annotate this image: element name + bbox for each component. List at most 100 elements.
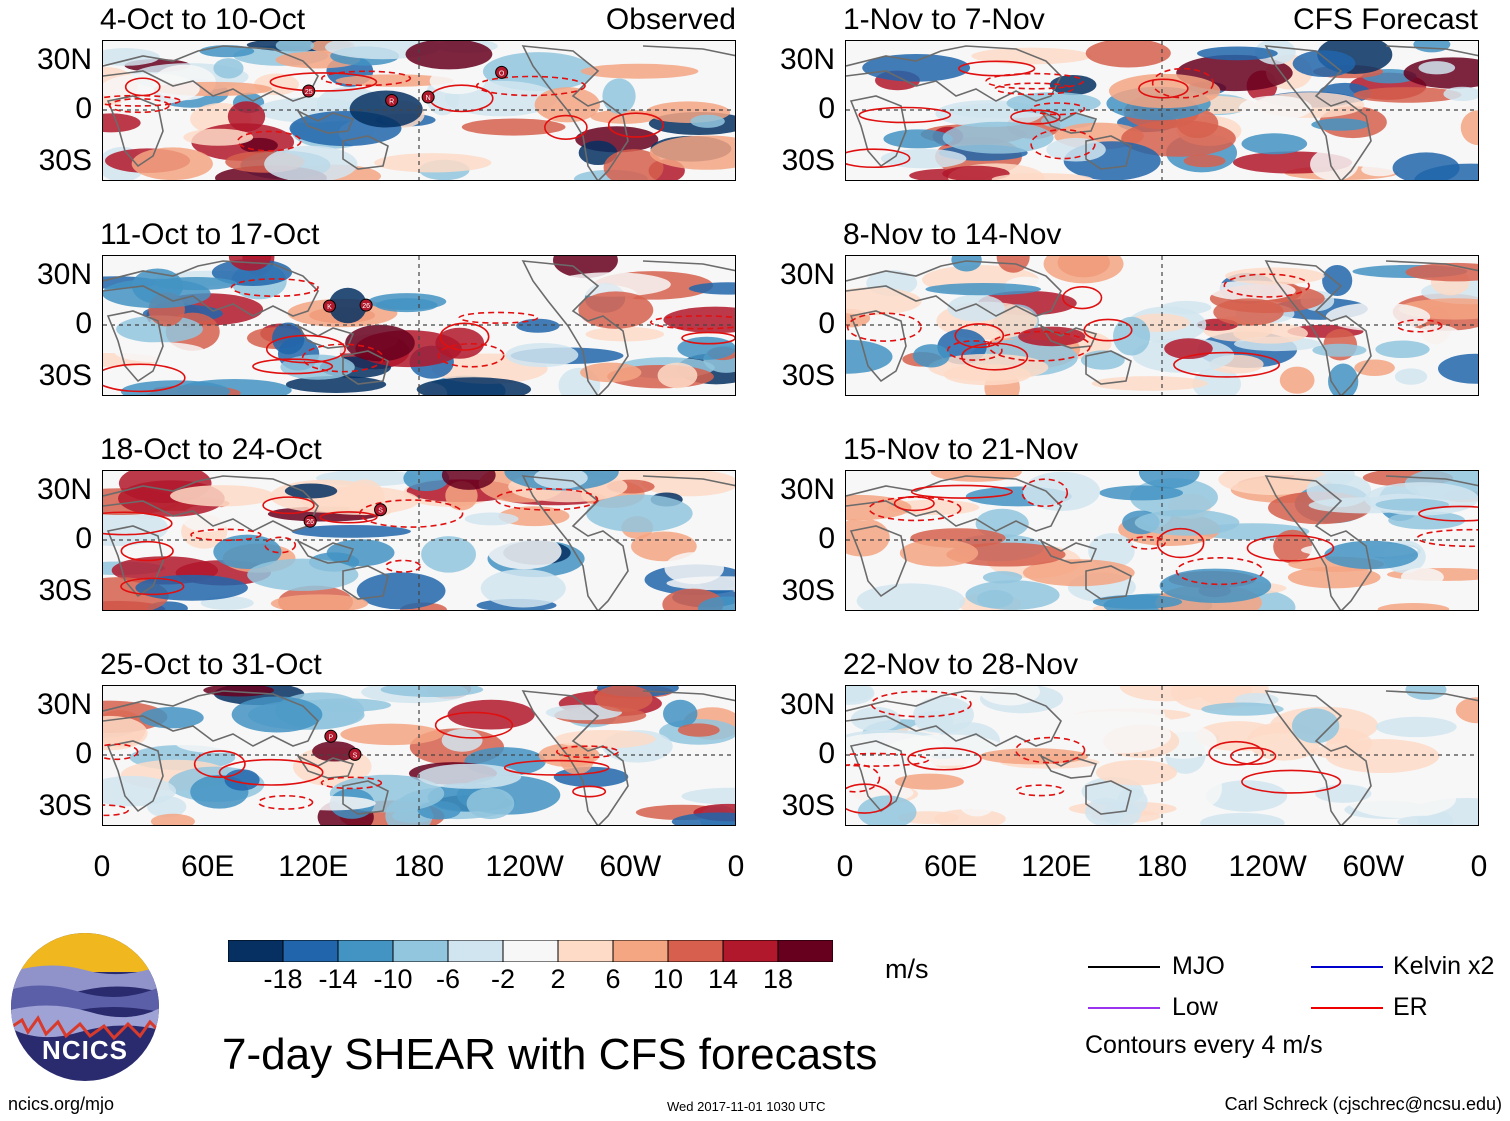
shear-blob — [170, 485, 275, 507]
er-contour — [265, 334, 346, 364]
contour-note: Contours every 4 m/s — [1085, 1031, 1323, 1059]
x-label-left-6: 0 — [727, 850, 745, 883]
shear-blob — [602, 78, 636, 114]
shear-blob — [551, 272, 671, 297]
coastline — [106, 740, 164, 813]
x-label-right-2: 120E — [1021, 850, 1092, 883]
y-label-right-2-1: 0 — [818, 307, 835, 340]
er-contour — [103, 94, 181, 107]
shear-blob — [416, 377, 532, 395]
er-contour — [1030, 128, 1096, 160]
shear-blob — [1400, 567, 1444, 587]
er-contour — [120, 577, 185, 596]
shear-blob — [103, 48, 160, 66]
er-contour — [193, 750, 246, 778]
shear-blob — [1311, 118, 1369, 131]
shear-blob — [1108, 73, 1221, 109]
colorbar-swatch-6 — [557, 939, 614, 963]
shear-blob — [1099, 485, 1184, 501]
shear-blob — [505, 343, 579, 368]
coastline — [1385, 260, 1478, 272]
shear-blob — [328, 287, 367, 324]
shear-blob — [1353, 87, 1462, 103]
er-contour — [893, 495, 935, 512]
shear-blob — [270, 594, 369, 610]
storm-marker: 25 — [302, 84, 316, 98]
colorbar-swatch-0 — [227, 939, 284, 963]
y-label-right-3-2: 30S — [781, 574, 835, 607]
storm-marker-symbol — [322, 299, 336, 313]
shear-blob — [1361, 162, 1398, 177]
shear-blob — [856, 583, 966, 610]
shear-field-left-1: 25 R N O — [103, 41, 735, 180]
shear-blob — [887, 499, 980, 516]
er-contour — [907, 747, 982, 771]
coastline — [103, 475, 319, 532]
shear-blob — [1324, 540, 1419, 570]
shear-blob — [417, 763, 522, 789]
shear-blob — [1292, 50, 1356, 77]
coastline — [521, 690, 629, 825]
coastline — [1385, 475, 1478, 487]
shear-blob — [174, 731, 254, 753]
er-contour — [384, 559, 421, 573]
shear-blob — [679, 753, 726, 772]
map-panel-right-1 — [845, 40, 1479, 181]
storm-marker-symbol — [303, 514, 317, 528]
coastline — [642, 475, 735, 487]
shear-blob — [1238, 95, 1312, 121]
shear-blob — [405, 41, 493, 70]
er-contour — [1015, 736, 1086, 764]
shear-blob — [1189, 770, 1222, 807]
shear-blob — [912, 344, 950, 368]
coastline — [342, 565, 389, 600]
er-contour — [1151, 67, 1214, 99]
y-label-left-4-0: 30N — [36, 688, 92, 721]
shear-blob — [925, 283, 1042, 296]
er-contour — [1208, 740, 1264, 766]
er-contour — [190, 528, 262, 542]
shear-blob — [886, 734, 1007, 766]
coastline — [1264, 475, 1372, 610]
y-label-right-3-0: 30N — [779, 473, 835, 506]
x-label-left-5: 60W — [599, 850, 662, 883]
map-panel-left-3: 26 S — [102, 470, 736, 611]
ncics-logo: NCICS — [10, 932, 160, 1082]
coastline — [521, 475, 629, 610]
shear-blob — [1113, 316, 1151, 356]
shear-blob — [1241, 133, 1308, 155]
colorbar-tick-0: -18 — [263, 964, 303, 994]
y-label-right-1-1: 0 — [818, 92, 835, 125]
shear-blob — [947, 294, 1005, 322]
storm-marker: 26 — [359, 298, 373, 312]
shear-blob — [1346, 780, 1457, 818]
panel-title-right-2: 8-Nov to 14-Nov — [843, 218, 1062, 251]
er-contour — [494, 487, 599, 511]
shear-blob — [1116, 788, 1148, 815]
shear-blob — [1022, 471, 1101, 512]
shear-blob — [304, 256, 371, 272]
storm-marker: O — [495, 65, 509, 79]
shear-blob — [534, 87, 601, 123]
shear-blob — [1046, 137, 1106, 162]
shear-blob — [671, 812, 735, 825]
shear-blob — [403, 471, 450, 492]
colorbar-tick-5: 2 — [550, 964, 566, 994]
coastline — [1085, 350, 1132, 385]
shear-blob — [662, 699, 698, 728]
shear-blob — [1397, 815, 1449, 825]
coastline — [1264, 690, 1372, 825]
shear-blob — [236, 805, 319, 825]
storm-marker-symbol — [421, 90, 435, 104]
storm-marker-symbol — [385, 93, 399, 107]
shear-blob — [1070, 717, 1172, 754]
shear-blob — [286, 796, 376, 811]
shear-blob — [227, 101, 266, 132]
shear-blob — [559, 744, 594, 775]
coastline — [1385, 690, 1478, 702]
shear-blob — [594, 686, 653, 712]
shear-blob — [264, 145, 358, 180]
shear-blob — [356, 572, 446, 610]
shear-blob — [1312, 343, 1367, 357]
colorbar-swatch-7 — [612, 939, 669, 963]
